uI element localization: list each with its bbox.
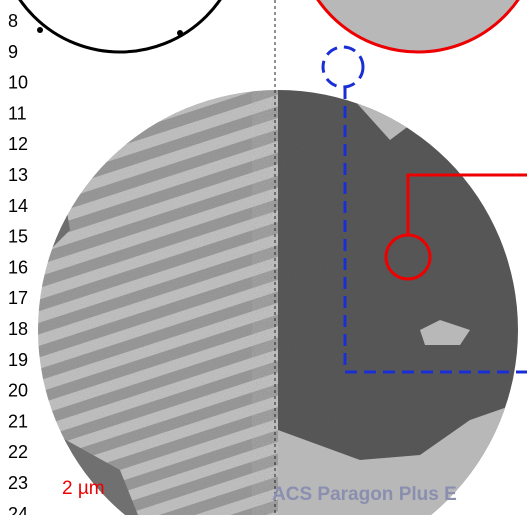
watermark: ACS Paragon Plus E <box>272 484 457 505</box>
line-number: 15 <box>8 227 28 247</box>
line-number: 9 <box>8 42 18 62</box>
blue-marker <box>323 47 363 87</box>
inset-red <box>296 0 527 52</box>
line-number: 8 <box>8 11 18 31</box>
spot <box>37 27 43 33</box>
line-number: 12 <box>8 134 28 154</box>
line-number: 14 <box>8 196 28 216</box>
inset-diffraction <box>0 0 242 52</box>
line-number: 16 <box>8 257 28 277</box>
line-number: 20 <box>8 381 28 401</box>
line-number: 23 <box>8 473 28 493</box>
line-number: 13 <box>8 165 28 185</box>
micrograph <box>30 75 527 515</box>
spot <box>177 30 183 36</box>
line-number: 24 <box>8 504 28 515</box>
line-number: 18 <box>8 319 28 339</box>
figure-page: 2 µm ACS Paragon Plus E 8 9 10 11 12 13 14 15 16… <box>0 0 527 515</box>
line-numbers: 8 9 10 11 12 13 14 15 16 17 18 19 20 21 22 23 24 <box>8 11 28 515</box>
line-number: 22 <box>8 442 28 462</box>
line-number: 11 <box>8 103 27 123</box>
line-number: 10 <box>8 73 28 93</box>
line-number: 17 <box>8 288 28 308</box>
scale-bar-label: 2 µm <box>62 478 105 499</box>
line-number: 19 <box>8 350 28 370</box>
left-region <box>30 80 280 515</box>
line-number: 21 <box>8 411 28 431</box>
